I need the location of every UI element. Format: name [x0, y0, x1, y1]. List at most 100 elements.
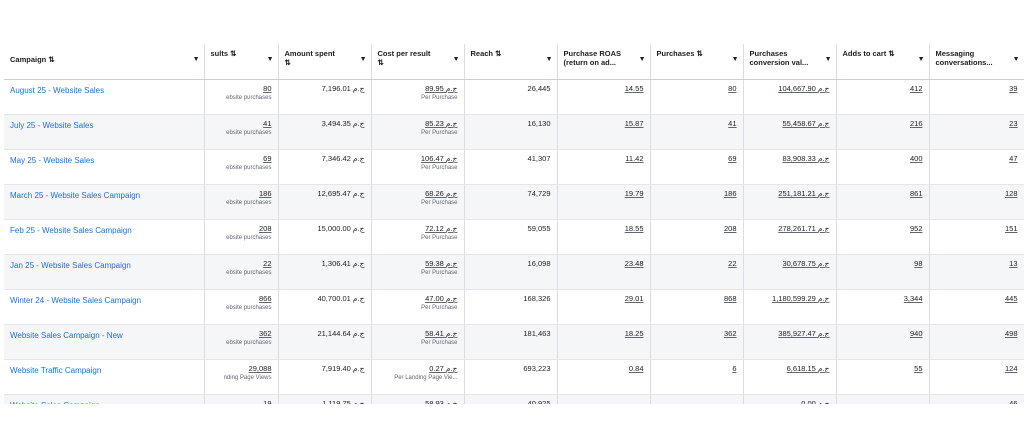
- caret-down-icon[interactable]: ▼: [359, 56, 367, 63]
- purchase-roas-value[interactable]: 19.79: [624, 189, 644, 198]
- cost-per-result-cell[interactable]: 72.12 ج.م Per Purchase: [371, 219, 465, 255]
- adds-to-cart-value[interactable]: 861: [909, 189, 923, 198]
- conversion-value-cell[interactable]: 278,261.71 ج.م: [743, 219, 837, 255]
- purchases-value[interactable]: —: [729, 399, 737, 404]
- column-header-campaign[interactable]: Campaign ⇅ ▼: [4, 44, 205, 80]
- cost-per-result-cell[interactable]: 59.38 ج.م Per Purchase: [371, 254, 465, 290]
- campaign-name-link[interactable]: Jan 25 - Website Sales Campaign: [4, 254, 205, 290]
- messaging-value[interactable]: 13: [1009, 259, 1018, 268]
- column-header-results[interactable]: sults ⇅ ▼: [204, 44, 279, 80]
- conversion-value-cell[interactable]: 0.00 ج.م: [743, 394, 837, 404]
- caret-down-icon[interactable]: ▼: [266, 56, 274, 63]
- conversion-value-cell[interactable]: 251,181.21 ج.م: [743, 184, 837, 220]
- messaging-cell[interactable]: 23: [929, 114, 1024, 150]
- sort-icon[interactable]: ⇅: [377, 58, 384, 67]
- cost-per-result-value[interactable]: 58.93 ج.م: [425, 399, 458, 404]
- conversion-value-cell[interactable]: 104,667.90 ج.م: [743, 79, 837, 115]
- purchases-cell[interactable]: 208: [650, 219, 744, 255]
- adds-to-cart-value[interactable]: —: [915, 399, 923, 404]
- purchase-roas-cell[interactable]: —: [557, 394, 651, 404]
- cost-per-result-value[interactable]: 89.95 ج.م: [425, 84, 458, 93]
- cost-per-result-value[interactable]: 68.26 ج.م: [425, 189, 458, 198]
- conversion-value[interactable]: 83,908.33 ج.م: [782, 154, 830, 163]
- adds-to-cart-value[interactable]: 412: [909, 84, 923, 93]
- purchase-roas-cell[interactable]: 0.84: [557, 359, 651, 395]
- results-cell[interactable]: 22 ebsite purchases: [204, 254, 279, 290]
- results-cell[interactable]: 69 ebsite purchases: [204, 149, 279, 185]
- purchase-roas-value[interactable]: —: [636, 399, 644, 404]
- column-header-cost-per-result[interactable]: Cost per result ⇅ ▼: [371, 44, 465, 80]
- results-value[interactable]: 41: [263, 119, 272, 128]
- campaign-name[interactable]: Website Sales Campaign - New: [10, 331, 123, 340]
- caret-down-icon[interactable]: ▼: [545, 56, 553, 63]
- results-cell[interactable]: 19Placed Orders: [204, 394, 279, 404]
- adds-to-cart-cell[interactable]: 400: [836, 149, 930, 185]
- results-cell[interactable]: 362 ebsite purchases: [204, 324, 279, 360]
- purchase-roas-cell[interactable]: 19.79: [557, 184, 651, 220]
- purchase-roas-value[interactable]: 0.84: [628, 364, 644, 373]
- purchases-value[interactable]: 362: [723, 329, 737, 338]
- results-value[interactable]: 362: [258, 329, 272, 338]
- adds-to-cart-cell[interactable]: 55: [836, 359, 930, 395]
- cost-per-result-value[interactable]: 47.00 ج.م: [425, 294, 458, 303]
- purchases-cell[interactable]: 41: [650, 114, 744, 150]
- adds-to-cart-value[interactable]: 400: [909, 154, 923, 163]
- campaign-name[interactable]: March 25 - Website Sales Campaign: [10, 191, 141, 200]
- column-header-amount-spent[interactable]: Amount spent ⇅ ▼: [278, 44, 372, 80]
- conversion-value-cell[interactable]: 385,927.47 ج.م: [743, 324, 837, 360]
- purchase-roas-value[interactable]: 11.42: [625, 154, 644, 163]
- messaging-value[interactable]: 23: [1009, 119, 1018, 128]
- column-header-messaging[interactable]: Messaging conversations... ▼: [929, 44, 1024, 80]
- purchases-cell[interactable]: 868: [650, 289, 744, 325]
- messaging-cell[interactable]: 47: [929, 149, 1024, 185]
- caret-down-icon[interactable]: ▼: [192, 56, 200, 63]
- campaign-name-link[interactable]: Feb 25 - Website Sales Campaign: [4, 219, 205, 255]
- adds-to-cart-cell[interactable]: 952: [836, 219, 930, 255]
- campaign-name[interactable]: Website Sales Campaign: [10, 401, 198, 404]
- purchases-cell[interactable]: 22: [650, 254, 744, 290]
- messaging-cell[interactable]: 445: [929, 289, 1024, 325]
- conversion-value-cell[interactable]: 83,908.33 ج.م: [743, 149, 837, 185]
- messaging-value[interactable]: 151: [1004, 224, 1018, 233]
- table-row[interactable]: Winter 24 - Website Sales Campaign 866 ebs…: [4, 289, 1024, 325]
- purchase-roas-cell[interactable]: 15.87: [557, 114, 651, 150]
- messaging-cell[interactable]: 124: [929, 359, 1024, 395]
- messaging-cell[interactable]: 13: [929, 254, 1024, 290]
- results-cell[interactable]: 41 ebsite purchases: [204, 114, 279, 150]
- adds-to-cart-cell[interactable]: 98: [836, 254, 930, 290]
- conversion-value[interactable]: 30,678.75 ج.م: [782, 259, 830, 268]
- adds-to-cart-cell[interactable]: —: [836, 394, 930, 404]
- campaign-name-link[interactable]: Website Sales Campaign: [4, 394, 205, 404]
- campaign-name-link[interactable]: Website Sales Campaign - New: [4, 324, 205, 360]
- messaging-cell[interactable]: 39: [929, 79, 1024, 115]
- cost-per-result-cell[interactable]: 47.00 ج.م Per Purchase: [371, 289, 465, 325]
- campaign-name[interactable]: Winter 24 - Website Sales Campaign: [10, 296, 142, 305]
- purchase-roas-value[interactable]: 14.55: [624, 84, 644, 93]
- purchase-roas-value[interactable]: 18.25: [624, 329, 644, 338]
- cost-per-result-cell[interactable]: 85.23 ج.م Per Purchase: [371, 114, 465, 150]
- campaign-name[interactable]: Website Traffic Campaign: [10, 366, 102, 375]
- conversion-value[interactable]: 251,181.21 ج.م: [778, 189, 830, 198]
- results-value[interactable]: 22: [263, 259, 272, 268]
- purchases-cell[interactable]: 186: [650, 184, 744, 220]
- purchases-cell[interactable]: 362: [650, 324, 744, 360]
- purchase-roas-value[interactable]: 18.55: [624, 224, 644, 233]
- table-row[interactable]: Feb 25 - Website Sales Campaign 208 ebsite…: [4, 219, 1024, 255]
- adds-to-cart-cell[interactable]: 3,344: [836, 289, 930, 325]
- cost-per-result-value[interactable]: 0.27 ج.م: [429, 364, 458, 373]
- conversion-value[interactable]: 0.00 ج.م: [801, 399, 830, 404]
- messaging-cell[interactable]: 128: [929, 184, 1024, 220]
- purchase-roas-value[interactable]: 15.87: [624, 119, 644, 128]
- adds-to-cart-cell[interactable]: 940: [836, 324, 930, 360]
- campaign-name[interactable]: Jan 25 - Website Sales Campaign: [10, 261, 131, 270]
- table-row[interactable]: August 25 - Website Sales 80 ebsite purcha…: [4, 79, 1024, 115]
- results-cell[interactable]: 29,088 nding Page Views: [204, 359, 279, 395]
- results-cell[interactable]: 80 ebsite purchases: [204, 79, 279, 115]
- column-header-purchases[interactable]: Purchases ⇅ ▼: [650, 44, 744, 80]
- cost-per-result-value[interactable]: 58.41 ج.م: [425, 329, 458, 338]
- cost-per-result-value[interactable]: 85.23 ج.م: [425, 119, 458, 128]
- purchase-roas-cell[interactable]: 18.25: [557, 324, 651, 360]
- caret-down-icon[interactable]: ▼: [824, 56, 832, 63]
- campaign-name-link[interactable]: August 25 - Website Sales: [4, 79, 205, 115]
